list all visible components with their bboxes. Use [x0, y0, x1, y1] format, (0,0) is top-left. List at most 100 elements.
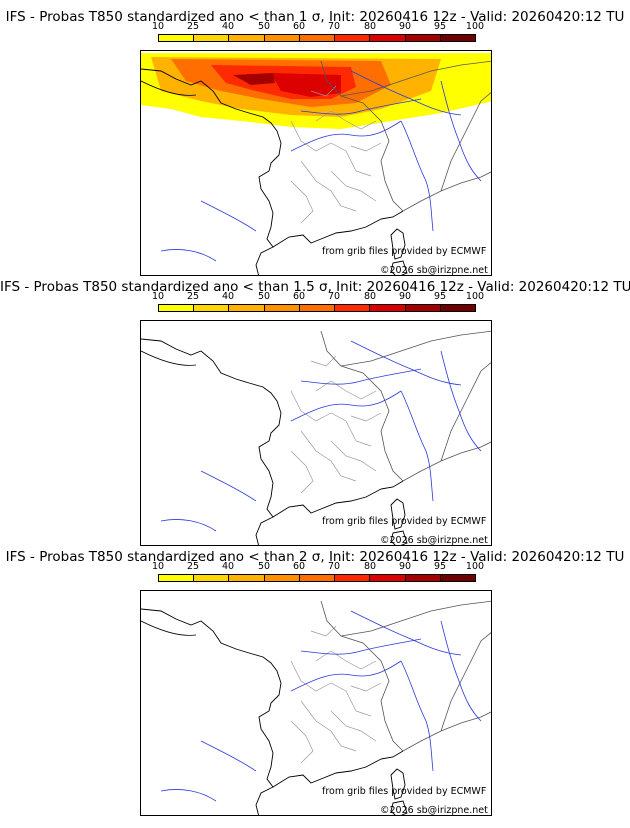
colorbar-segment	[229, 575, 265, 581]
colorbar-label: 40	[221, 291, 235, 302]
department-boundary	[330, 170, 377, 202]
colorbar-segment	[194, 575, 230, 581]
colorbar-label: 90	[398, 21, 412, 32]
colorbar-label: 70	[327, 291, 341, 302]
colorbar-segment	[159, 35, 195, 41]
colorbar-label: 60	[292, 291, 306, 302]
colorbar-label: 40	[221, 21, 235, 32]
colorbar-segment	[264, 35, 300, 41]
department-boundary	[330, 710, 377, 742]
colorbar-label: 70	[327, 21, 341, 32]
colorbar-segment	[264, 305, 300, 311]
department-boundary	[300, 700, 357, 752]
river	[160, 519, 217, 532]
colorbar-segment	[405, 305, 441, 311]
coastline-mediterranean	[272, 750, 404, 788]
colorbar-segment	[370, 35, 406, 41]
colorbar-label: 95	[433, 291, 447, 302]
sardinia-outline	[390, 260, 408, 275]
river	[350, 610, 462, 656]
department-boundary	[300, 430, 357, 482]
department-boundary	[310, 85, 337, 97]
map-frame	[140, 590, 492, 816]
colorbar-label: 50	[257, 21, 271, 32]
map-svg	[141, 53, 491, 275]
colorbar-label: 80	[363, 291, 377, 302]
colorbar-segment	[370, 305, 406, 311]
colorbar-label: 95	[433, 561, 447, 572]
colorbar-segment	[229, 35, 265, 41]
department-boundary	[290, 180, 314, 224]
country-border	[320, 60, 491, 212]
colorbar-labels: 10 25 40 50 60 70 80 90 95 100	[148, 291, 488, 303]
colorbar-segment	[405, 35, 441, 41]
map-svg	[141, 600, 491, 815]
colorbar-segment	[159, 305, 195, 311]
sardinia-outline	[390, 530, 408, 545]
country-border	[320, 600, 491, 752]
colorbar-labels: 10 25 40 50 60 70 80 90 95 100	[148, 21, 488, 33]
department-boundary	[350, 412, 382, 422]
source-credit: from grib files provided by ECMWF	[322, 246, 487, 257]
river	[290, 120, 402, 152]
river	[440, 350, 482, 452]
corsica-outline	[390, 228, 406, 260]
panel-title: IFS - Probas T850 standardized ano < tha…	[0, 279, 630, 295]
colorbar-segment	[335, 575, 371, 581]
colorbar-segment	[440, 305, 475, 311]
colorbar-label: 50	[257, 291, 271, 302]
river	[160, 789, 217, 802]
colorbar-label: 50	[257, 561, 271, 572]
colorbar-label: 100	[465, 291, 485, 302]
river	[350, 70, 462, 116]
colorbar-label: 10	[151, 291, 165, 302]
colorbar-segment	[229, 305, 265, 311]
colorbar-segment	[194, 305, 230, 311]
river	[440, 80, 482, 182]
colorbar-label: 90	[398, 561, 412, 572]
map-frame	[140, 320, 492, 546]
river	[300, 638, 422, 655]
department-boundary	[315, 380, 377, 400]
department-boundary	[310, 625, 337, 637]
river	[400, 390, 434, 502]
colorbar-segment	[194, 35, 230, 41]
department-boundary	[310, 355, 337, 367]
department-boundary	[290, 660, 372, 717]
colorbar-segment	[299, 575, 336, 581]
colorbar-segment	[264, 575, 300, 581]
channel-coast	[141, 80, 197, 96]
colorbar	[158, 34, 476, 42]
river	[440, 620, 482, 722]
department-boundary	[290, 450, 314, 494]
colorbar-label: 10	[151, 21, 165, 32]
river	[300, 368, 422, 385]
panel-title: IFS - Probas T850 standardized ano < tha…	[5, 549, 625, 565]
sardinia-outline	[390, 800, 408, 815]
copyright-credit: ©2026 sb@irizpne.net	[380, 805, 488, 816]
department-boundary	[290, 720, 314, 764]
colorbar-label: 25	[186, 561, 200, 572]
colorbar-label: 80	[363, 561, 377, 572]
colorbar-segment	[370, 575, 406, 581]
colorbar	[158, 574, 476, 582]
colorbar-label: 60	[292, 21, 306, 32]
colorbar-segment	[440, 35, 475, 41]
river	[200, 740, 257, 772]
colorbar-label: 70	[327, 561, 341, 572]
river	[200, 470, 257, 502]
colorbar-label: 25	[186, 21, 200, 32]
copyright-credit: ©2026 sb@irizpne.net	[380, 535, 488, 546]
colorbar-segment	[440, 575, 475, 581]
department-boundary	[350, 142, 382, 152]
source-credit: from grib files provided by ECMWF	[322, 516, 487, 527]
river	[400, 660, 434, 772]
map-frame	[140, 50, 492, 276]
colorbar-label: 100	[465, 21, 485, 32]
probability-field-90	[233, 73, 275, 85]
corsica-outline	[390, 768, 406, 800]
coastline-atlantic	[141, 68, 282, 275]
department-boundary	[315, 110, 377, 130]
colorbar-segment	[335, 35, 371, 41]
coastline-mediterranean	[272, 480, 404, 518]
